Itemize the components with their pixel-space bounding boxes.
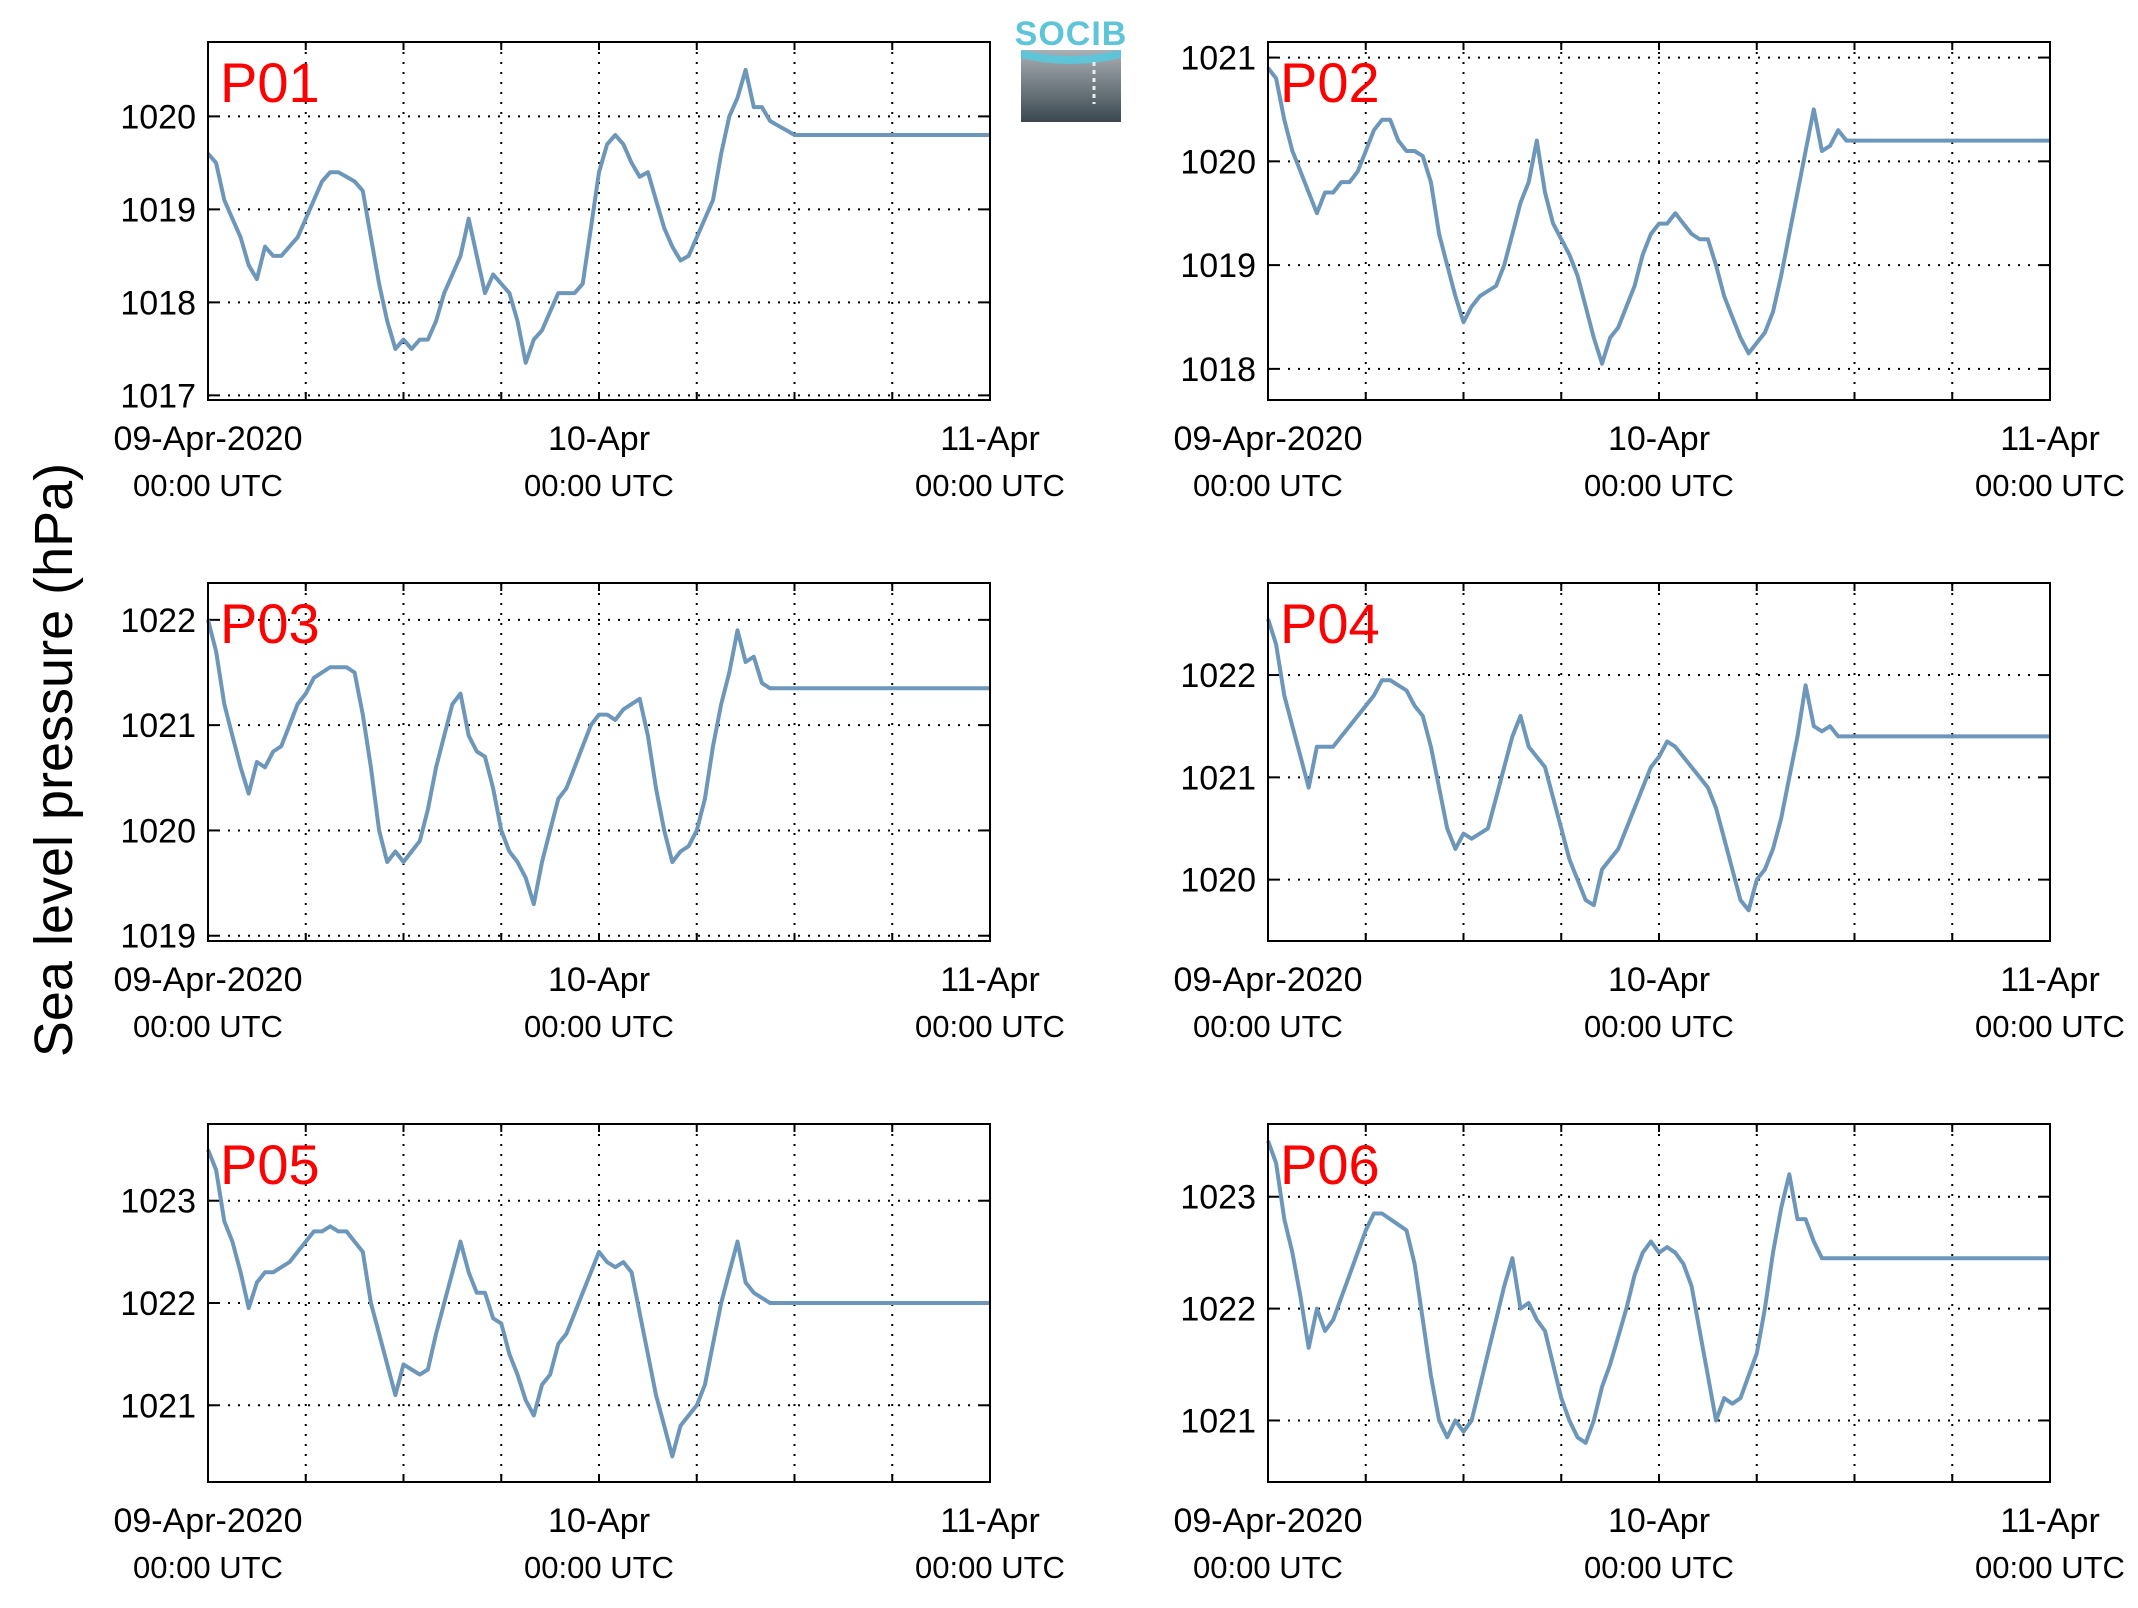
x-tick-sublabel: 00:00 UTC [1584, 468, 1734, 503]
y-tick-label: 1022 [1180, 1291, 1256, 1329]
y-tick-label: 1021 [120, 707, 196, 745]
panel-label: P05 [220, 1133, 320, 1196]
axes-frame [207, 1123, 991, 1483]
x-tick-sublabel: 00:00 UTC [524, 1009, 674, 1044]
y-axis-label: Sea level pressure (hPa) [24, 463, 84, 1057]
y-tick-label: 1023 [1180, 1179, 1256, 1217]
x-tick-sublabel: 00:00 UTC [1193, 468, 1343, 503]
x-tick-sublabel: 00:00 UTC [915, 1550, 1065, 1585]
x-tick-label: 09-Apr-2020 [113, 1502, 302, 1540]
x-tick-sublabel: 00:00 UTC [133, 1009, 283, 1044]
y-tick-label: 1022 [1180, 657, 1256, 695]
x-tick-label: 11-Apr [940, 420, 1040, 458]
x-tick-label: 09-Apr-2020 [1173, 1502, 1362, 1540]
y-tick-label: 1020 [1180, 143, 1256, 181]
x-tick-sublabel: 00:00 UTC [1975, 1009, 2125, 1044]
y-tick-label: 1021 [1180, 40, 1256, 78]
series-line [206, 1148, 990, 1459]
y-tick-label: 1019 [120, 918, 196, 956]
logo-text: SOCIB [1015, 15, 1128, 53]
series-line [206, 67, 990, 365]
y-tick-label: 1021 [120, 1387, 196, 1425]
panel-p06: 1021 1022 1023 09-Apr-2020 00:00 UTC 10-Apr 00… [1173, 1123, 2125, 1585]
axes-frame [1267, 582, 2051, 942]
x-tick-label: 09-Apr-2020 [1173, 420, 1362, 458]
panel-p04: 1020 1021 1022 09-Apr-2020 00:00 UTC 10-Apr 00… [1173, 582, 2125, 1044]
x-tick-sublabel: 00:00 UTC [1584, 1550, 1734, 1585]
x-tick-label: 11-Apr [2000, 961, 2100, 999]
x-tick-label: 09-Apr-2020 [1173, 961, 1362, 999]
x-tick-sublabel: 00:00 UTC [524, 1550, 674, 1585]
y-tick-label: 1021 [1180, 759, 1256, 797]
x-tick-label: 09-Apr-2020 [113, 420, 302, 458]
panels: 1017 1018 1019 1020 09-Apr-2020 00:00 UTC 10-A… [113, 40, 2124, 1585]
x-tick-sublabel: 00:00 UTC [915, 468, 1065, 503]
panel-label: P06 [1280, 1133, 1380, 1196]
x-tick-label: 10-Apr [1608, 961, 1710, 999]
x-tick-label: 10-Apr [548, 961, 650, 999]
panel-p01: 1017 1018 1019 1020 09-Apr-2020 00:00 UTC 10-A… [113, 41, 1065, 503]
x-tick-sublabel: 00:00 UTC [1975, 468, 2125, 503]
y-tick-label: 1020 [1180, 862, 1256, 900]
y-tick-label: 1018 [120, 284, 196, 322]
x-tick-label: 10-Apr [1608, 1502, 1710, 1540]
y-tick-label: 1022 [120, 1285, 196, 1323]
logo-wave [1021, 50, 1121, 64]
y-tick-label: 1020 [120, 812, 196, 850]
axes-frame [207, 582, 991, 942]
series-line [1266, 618, 2050, 913]
axes-frame [1267, 1123, 2051, 1483]
panel-p05: 1021 1022 1023 09-Apr-2020 00:00 UTC 10-Apr 00… [113, 1123, 1065, 1585]
x-tick-label: 11-Apr [940, 961, 1040, 999]
y-tick-label: 1019 [1180, 247, 1256, 285]
y-tick-label: 1021 [1180, 1402, 1256, 1440]
x-tick-sublabel: 00:00 UTC [1193, 1550, 1343, 1585]
y-tick-label: 1020 [120, 98, 196, 136]
panel-p03: 1019 1020 1021 1022 09-Apr-2020 00:00 UTC 10-A… [113, 582, 1065, 1044]
x-tick-label: 09-Apr-2020 [113, 961, 302, 999]
x-tick-sublabel: 00:00 UTC [1193, 1009, 1343, 1044]
series-line [206, 619, 990, 907]
x-tick-sublabel: 00:00 UTC [133, 1550, 283, 1585]
panel-label: P03 [220, 592, 320, 655]
panel-label: P04 [1280, 592, 1380, 655]
x-tick-sublabel: 00:00 UTC [1975, 1550, 2125, 1585]
x-tick-sublabel: 00:00 UTC [915, 1009, 1065, 1044]
x-tick-label: 10-Apr [548, 1502, 650, 1540]
x-tick-label: 11-Apr [2000, 420, 2100, 458]
x-tick-label: 10-Apr [548, 420, 650, 458]
x-tick-label: 11-Apr [2000, 1502, 2100, 1540]
series-line [1266, 66, 2050, 366]
y-tick-label: 1019 [120, 191, 196, 229]
x-tick-sublabel: 00:00 UTC [1584, 1009, 1734, 1044]
axes-frame [1267, 41, 2051, 401]
x-tick-sublabel: 00:00 UTC [524, 468, 674, 503]
x-tick-label: 10-Apr [1608, 420, 1710, 458]
x-tick-sublabel: 00:00 UTC [133, 468, 283, 503]
y-tick-label: 1022 [120, 602, 196, 640]
y-tick-label: 1018 [1180, 351, 1256, 389]
x-tick-label: 11-Apr [940, 1502, 1040, 1540]
series-line [1266, 1140, 2050, 1445]
panel-label: P01 [220, 51, 320, 114]
panel-p02: 1018 1019 1020 1021 09-Apr-2020 00:00 UTC 10-A… [1173, 40, 2124, 503]
panel-label: P02 [1280, 51, 1380, 114]
y-tick-label: 1017 [120, 377, 196, 415]
socib-logo: SOCIB [1015, 15, 1128, 122]
axes-frame [207, 41, 991, 401]
y-tick-label: 1023 [120, 1183, 196, 1221]
